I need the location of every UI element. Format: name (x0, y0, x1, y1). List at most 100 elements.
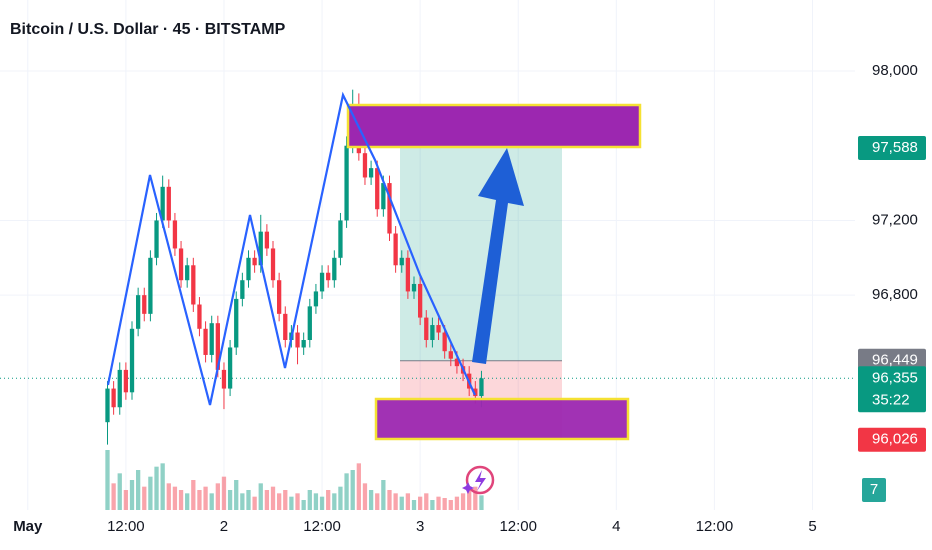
volume-bar (319, 496, 325, 510)
x-tick-label: 12:00 (107, 518, 145, 535)
countdown: 35:22 (872, 391, 910, 408)
zigzag (106, 91, 476, 406)
volume-bar (252, 496, 257, 510)
candle-body (215, 323, 220, 370)
candle-body (283, 313, 288, 340)
supply-zone (346, 103, 642, 149)
axes: 96,800 97,200 98,000 May 12:00 2 12:00 3 12:00 4 1… (13, 62, 926, 535)
candle-body (197, 304, 202, 329)
volume-bar (436, 496, 441, 510)
price-badge (858, 366, 926, 413)
volume-bar (417, 496, 423, 510)
candle-body (172, 220, 178, 249)
volume-bar (454, 496, 460, 510)
candle-body (123, 369, 129, 393)
volume-bar (209, 493, 214, 510)
y-tick-label: 98,000 (872, 62, 918, 79)
volume-bar (313, 493, 319, 510)
y-tick-label: 96,800 (872, 286, 918, 303)
x-tick-label: 4 (612, 518, 620, 535)
candle-body (240, 280, 245, 299)
volume-bar (135, 470, 141, 510)
volume-bar (117, 473, 122, 510)
volume-bar (307, 490, 312, 510)
volume-bar (362, 483, 368, 510)
candle-body (313, 291, 319, 307)
volume-bar (172, 486, 178, 510)
volume-bar (283, 490, 288, 510)
candle-body (191, 265, 196, 305)
candle-body (258, 231, 263, 266)
volume-bar (424, 493, 429, 510)
volume-bar (350, 470, 355, 510)
volume-bar (240, 493, 245, 510)
candle-body (430, 325, 435, 340)
candle-body (387, 183, 392, 234)
candle-body (178, 248, 184, 281)
volume-bar (301, 500, 306, 510)
volume-bar (258, 483, 263, 510)
volume-bar (264, 490, 270, 510)
x-tick-label: May (13, 518, 43, 535)
candle-body (148, 257, 153, 314)
candle-body (479, 378, 484, 397)
volume-bar (123, 490, 129, 510)
candle-body (276, 280, 282, 314)
volume-bar (111, 483, 116, 510)
volume-bar (129, 480, 135, 510)
volume-bar (448, 500, 453, 510)
volume-bar (178, 490, 184, 510)
volume-bar (191, 480, 196, 510)
candle-body (473, 388, 478, 397)
volume-bar (227, 490, 233, 510)
volume (105, 450, 484, 510)
volume-bar (332, 493, 337, 510)
candle-body (264, 231, 270, 249)
candle-body (338, 220, 343, 258)
volume-bar (246, 490, 251, 510)
indicator-badge-bg (862, 478, 886, 502)
volume-bar (430, 500, 435, 510)
demand-zone (374, 397, 630, 441)
candle-body (160, 186, 165, 221)
volume-bar (338, 486, 343, 510)
candle-body (411, 283, 417, 292)
volume-bar (405, 493, 411, 510)
candle-body (362, 153, 368, 178)
x-tick-label: 5 (808, 518, 816, 535)
arrow (472, 148, 524, 364)
volume-bar (289, 496, 294, 510)
x-tick-label: 12:00 (303, 518, 341, 535)
volume-bar (203, 486, 208, 510)
candle-body (381, 183, 386, 210)
candle-body (227, 347, 233, 389)
candle-body (246, 257, 251, 281)
candle-body (270, 248, 276, 281)
volume-bar (411, 500, 417, 510)
volume-bar (393, 493, 398, 510)
volume-bar (473, 486, 478, 510)
volume-bar (356, 463, 361, 510)
candle-body (326, 272, 331, 281)
volume-bar (460, 493, 466, 510)
volume-bar (344, 473, 349, 510)
candle-body (454, 358, 460, 367)
volume-bar (442, 498, 447, 510)
volume-bar (381, 480, 386, 510)
candle-body (399, 257, 404, 266)
candle-body (448, 351, 453, 359)
candle-body (154, 220, 159, 258)
indicator-badge: 7 (870, 481, 878, 498)
volume-bar (105, 450, 110, 510)
candle-body (117, 369, 122, 408)
chart-title: Bitcoin / U.S. Dollar · 45 · BITSTAMP (10, 21, 286, 38)
candle-body (129, 328, 135, 393)
volume-bar (221, 476, 227, 510)
logo-icon (462, 465, 495, 495)
candle-body (307, 306, 312, 340)
x-tick-label: 12:00 (696, 518, 734, 535)
price-badge-label: 96,449 (872, 352, 918, 369)
candle-body (252, 257, 257, 266)
volume-bar (148, 476, 153, 510)
candle-body (142, 295, 147, 314)
